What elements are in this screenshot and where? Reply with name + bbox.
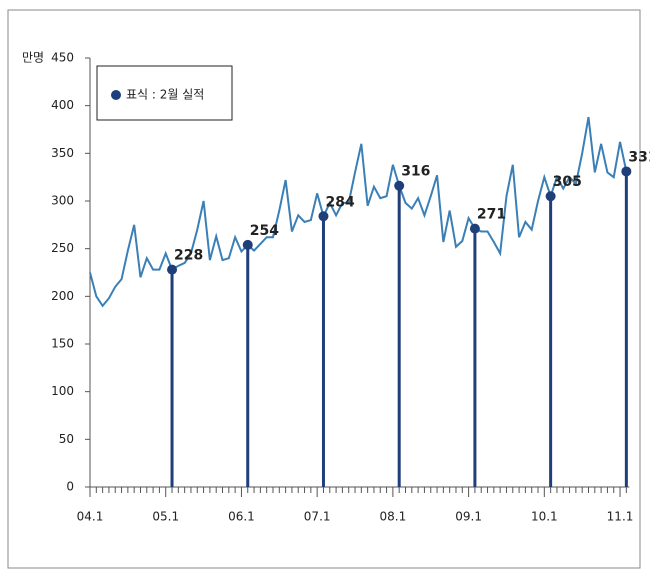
marker: [167, 264, 178, 275]
y-axis-label: 만명: [22, 51, 44, 65]
x-tick-label: 05.1: [152, 510, 179, 524]
data-label: 305: [553, 174, 582, 190]
y-tick-label: 350: [51, 146, 74, 160]
data-label: 228: [174, 248, 203, 264]
data-label: 271: [477, 207, 506, 223]
marker: [545, 191, 556, 202]
y-tick-label: 450: [51, 51, 74, 65]
line: [89, 116, 628, 308]
legend-marker: [111, 90, 121, 100]
marker: [318, 211, 329, 222]
legend-label: 표식 : 2월 실적: [126, 88, 204, 102]
x-tick-label: 11.1: [607, 510, 634, 524]
marker: [394, 180, 405, 191]
data-label: 254: [250, 223, 279, 239]
x-tick-label: 10.1: [531, 510, 558, 524]
y-tick-label: 50: [59, 432, 74, 446]
y-tick-label: 400: [51, 98, 74, 112]
y-tick-label: 300: [51, 194, 74, 208]
y-tick-label: 200: [51, 289, 74, 303]
data-label: 331: [628, 149, 650, 165]
y-tick-label: 100: [51, 384, 74, 398]
data-label: 284: [325, 194, 354, 210]
data-label: 316: [401, 164, 430, 180]
y-tick-label: 250: [51, 241, 74, 255]
x-tick-label: 09.1: [455, 510, 482, 524]
marker: [621, 166, 632, 177]
y-tick-label: 150: [51, 337, 74, 351]
x-tick-label: 07.1: [304, 510, 331, 524]
x-tick-label: 06.1: [228, 510, 255, 524]
y-tick-label: 0: [66, 480, 74, 494]
x-tick-label: 04.1: [77, 510, 104, 524]
marker: [242, 239, 253, 250]
marker: [469, 223, 480, 234]
x-tick-label: 08.1: [380, 510, 407, 524]
